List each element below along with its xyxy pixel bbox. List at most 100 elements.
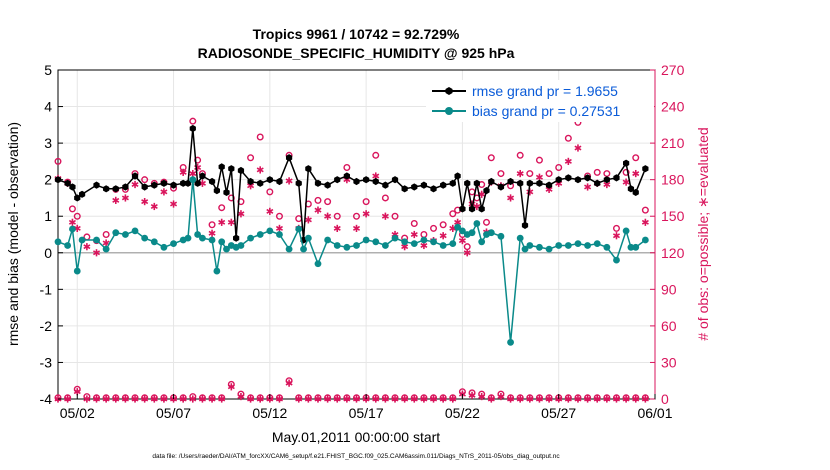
bias-marker [473, 220, 481, 227]
evaluated_low-marker [208, 395, 216, 403]
evaluated_low-marker [564, 395, 572, 403]
possible-marker [266, 188, 274, 196]
possible-marker [391, 212, 399, 220]
y-left-tick-label: -4 [40, 391, 53, 407]
evaluated-marker [170, 200, 178, 208]
footer-data-file: data file: /Users/raeder/DAI/ATM_forcXX/… [152, 453, 560, 460]
rmse-marker [141, 183, 148, 191]
evaluated-marker [381, 212, 389, 220]
possible-marker [564, 134, 572, 142]
x-tick-label: 05/27 [541, 405, 576, 421]
rmse-marker [483, 187, 490, 195]
bias-marker [78, 236, 86, 244]
x-tick-label: 05/17 [349, 405, 384, 421]
evaluated-marker [584, 183, 592, 191]
evaluated_low-marker [179, 395, 187, 403]
evaluated_low-marker [112, 395, 120, 403]
evaluated-marker [324, 212, 332, 220]
possible-marker [497, 170, 505, 178]
evaluated-marker [410, 230, 418, 239]
evaluated_low-marker [102, 395, 110, 403]
evaluated_low-marker [574, 395, 582, 403]
bias-marker [160, 243, 168, 251]
evaluated_low-marker [526, 395, 534, 403]
evaluated-marker [83, 243, 91, 251]
possible-marker [102, 230, 110, 238]
evaluated_low-marker [612, 395, 621, 403]
y-right-tick-label: 180 [661, 172, 685, 188]
bias-marker [372, 238, 380, 246]
rmse-marker [526, 179, 533, 187]
bias-marker [285, 245, 293, 253]
bias-marker [343, 243, 351, 251]
bias-marker [516, 234, 524, 242]
legend-bias-label: bias grand pr = 0.27531 [472, 103, 620, 119]
possible-marker [487, 154, 495, 162]
possible-marker [227, 194, 235, 202]
evaluated_low-marker [622, 395, 630, 403]
rmse-marker [363, 176, 370, 184]
rmse-marker [247, 177, 254, 186]
bias-marker [622, 227, 630, 235]
rmse-marker [401, 185, 408, 193]
evaluated-marker [516, 169, 524, 178]
rmse-marker [468, 205, 476, 213]
left-y-axis: -4 -3 -2 -1 0 1 2 3 4 5 [40, 62, 63, 407]
bias-marker [73, 267, 81, 275]
evaluated_low-marker [150, 395, 158, 403]
rmse-marker [199, 172, 206, 180]
rmse-marker [473, 179, 480, 187]
rmse-marker [74, 194, 81, 202]
bias-marker [641, 236, 649, 244]
evaluated-marker [439, 232, 447, 240]
possible-marker [381, 194, 389, 202]
rmse-marker [324, 181, 331, 189]
rmse-marker [430, 185, 437, 193]
y-right-tick-label: 150 [661, 208, 685, 224]
rmse-marker [594, 179, 601, 187]
evaluated_low-marker [584, 395, 592, 403]
bias-marker [454, 223, 462, 231]
rmse-marker [536, 179, 543, 187]
evaluated-marker [352, 224, 361, 233]
evaluated_low-marker [247, 395, 255, 403]
rmse-marker [233, 234, 240, 242]
y-left-tick-label: 5 [44, 62, 52, 78]
bias-marker [223, 245, 230, 253]
bias-marker [150, 238, 158, 246]
evaluated_low-marker [275, 395, 283, 403]
possible-marker [449, 210, 457, 218]
right-y-axis: 0 30 60 90 120 150 180 210 240 270 [650, 62, 685, 407]
rmse-marker [343, 172, 350, 180]
evaluated_low-marker [372, 395, 380, 403]
left-y-axis-label: rmse and bias (model - observation) [5, 122, 21, 346]
rmse-marker [334, 176, 341, 184]
rmse-marker [131, 172, 139, 180]
bias-marker [256, 231, 264, 238]
evaluated_low-marker [198, 395, 206, 403]
bias-marker [401, 238, 409, 246]
possible-marker [482, 218, 490, 226]
evaluated_low-marker [131, 395, 139, 403]
evaluated_low-marker [121, 395, 129, 403]
evaluated_low-marker [218, 395, 226, 403]
possible-marker [555, 163, 563, 171]
bias-marker [362, 236, 370, 244]
bias-marker [545, 245, 553, 253]
bias-marker [487, 229, 495, 237]
evaluated-marker [612, 232, 621, 240]
legend-bias-marker [445, 107, 453, 115]
evaluated_low-marker [295, 395, 303, 403]
bias-marker [574, 240, 582, 248]
bias-marker [536, 243, 543, 251]
possible-marker [324, 198, 332, 206]
possible-marker [430, 224, 438, 232]
bias-marker [468, 229, 476, 237]
y-right-tick-label: 240 [661, 99, 685, 115]
evaluated_low-marker [391, 395, 399, 403]
rmse-marker [391, 176, 399, 184]
rmse-marker [372, 177, 379, 186]
possible-marker [218, 204, 226, 212]
rmse-marker [305, 165, 312, 173]
